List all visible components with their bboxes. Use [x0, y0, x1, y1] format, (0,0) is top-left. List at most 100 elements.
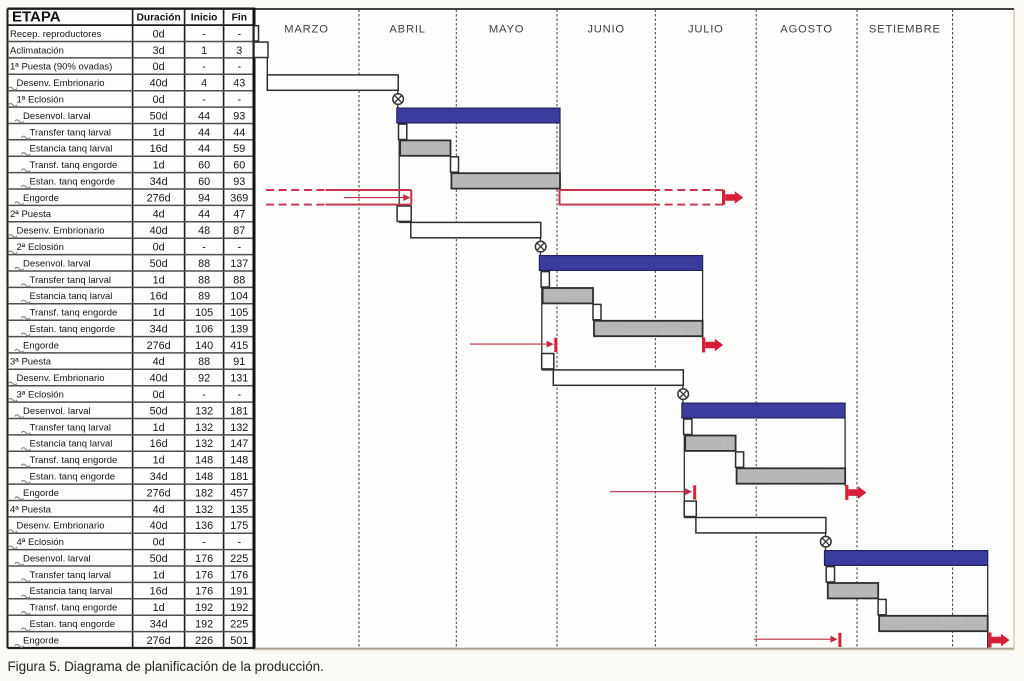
svg-text:0d: 0d — [153, 28, 165, 40]
svg-text:MAYO: MAYO — [489, 24, 524, 36]
svg-text:132: 132 — [195, 438, 213, 450]
svg-text:44: 44 — [198, 127, 210, 139]
svg-text:Transfer tanq larval: Transfer tanq larval — [30, 127, 112, 138]
svg-text:1ª Puesta (90% ovadas): 1ª Puesta (90% ovadas) — [10, 62, 112, 73]
svg-text:104: 104 — [230, 291, 248, 303]
svg-text:16d: 16d — [150, 291, 168, 303]
svg-text:-: - — [202, 389, 206, 401]
svg-text:-: - — [202, 242, 206, 254]
svg-text:132: 132 — [230, 422, 248, 434]
svg-text:93: 93 — [233, 110, 245, 122]
svg-text:Transfer tanq larval: Transfer tanq larval — [30, 422, 112, 433]
svg-text:1d: 1d — [153, 569, 165, 581]
svg-text:181: 181 — [230, 471, 248, 483]
svg-text:Desenvol. larval: Desenvol. larval — [23, 111, 91, 122]
svg-text:501: 501 — [230, 635, 248, 647]
svg-text:135: 135 — [230, 504, 248, 516]
svg-text:48: 48 — [198, 225, 210, 237]
svg-text:Estan. tanq engorde: Estan. tanq engorde — [30, 619, 116, 630]
svg-text:40d: 40d — [150, 78, 168, 90]
svg-text:0d: 0d — [153, 389, 165, 401]
svg-text:0d: 0d — [153, 242, 165, 254]
svg-text:192: 192 — [195, 602, 213, 614]
svg-text:92: 92 — [198, 373, 210, 385]
svg-text:-: - — [237, 537, 241, 549]
svg-text:JULIO: JULIO — [688, 24, 724, 36]
svg-text:Engorde: Engorde — [23, 488, 59, 499]
svg-text:276d: 276d — [147, 192, 171, 204]
svg-text:3d: 3d — [153, 45, 165, 57]
svg-text:Desenv. Embrionario: Desenv. Embrionario — [17, 226, 105, 237]
svg-text:34d: 34d — [150, 324, 168, 336]
svg-text:60: 60 — [198, 176, 210, 188]
svg-text:2ª Eclosión: 2ª Eclosión — [17, 242, 64, 253]
svg-text:59: 59 — [233, 143, 245, 155]
svg-text:147: 147 — [230, 438, 248, 450]
svg-text:Fin: Fin — [232, 12, 247, 23]
svg-text:176: 176 — [230, 569, 248, 581]
svg-text:-: - — [237, 94, 241, 106]
svg-text:34d: 34d — [150, 176, 168, 188]
svg-text:1d: 1d — [153, 455, 165, 467]
svg-text:192: 192 — [230, 602, 248, 614]
svg-text:88: 88 — [198, 258, 210, 270]
svg-text:-: - — [202, 537, 206, 549]
svg-text:0d: 0d — [153, 61, 165, 73]
svg-text:94: 94 — [198, 192, 210, 204]
svg-text:225: 225 — [230, 553, 248, 565]
svg-text:3: 3 — [236, 45, 242, 57]
svg-text:276d: 276d — [147, 487, 171, 499]
svg-text:Inicio: Inicio — [191, 12, 218, 23]
svg-text:JUNIO: JUNIO — [587, 24, 625, 36]
svg-text:1d: 1d — [153, 274, 165, 286]
svg-text:1d: 1d — [153, 127, 165, 139]
svg-text:1d: 1d — [153, 422, 165, 434]
svg-text:ETAPA: ETAPA — [12, 9, 61, 26]
svg-text:1d: 1d — [153, 602, 165, 614]
svg-text:4ª Puesta: 4ª Puesta — [10, 504, 52, 515]
svg-text:-: - — [237, 61, 241, 73]
svg-text:-: - — [237, 242, 241, 254]
svg-text:Aclimatación: Aclimatación — [10, 45, 64, 56]
svg-text:3ª Eclosión: 3ª Eclosión — [17, 390, 64, 401]
svg-text:4d: 4d — [153, 356, 165, 368]
svg-text:415: 415 — [230, 340, 248, 352]
svg-text:Duración: Duración — [137, 12, 181, 23]
svg-text:369: 369 — [230, 192, 248, 204]
svg-text:106: 106 — [195, 324, 213, 336]
svg-text:Estancia tanq larval: Estancia tanq larval — [30, 291, 113, 302]
svg-text:226: 226 — [195, 635, 213, 647]
svg-text:148: 148 — [195, 455, 213, 467]
svg-text:44: 44 — [198, 110, 210, 122]
svg-text:88: 88 — [198, 274, 210, 286]
svg-text:Transf. tanq engorde: Transf. tanq engorde — [30, 160, 118, 171]
svg-text:40d: 40d — [150, 520, 168, 532]
svg-text:Estancia tanq larval: Estancia tanq larval — [30, 144, 113, 155]
svg-text:148: 148 — [195, 471, 213, 483]
svg-text:192: 192 — [195, 619, 213, 631]
svg-text:ABRIL: ABRIL — [389, 24, 425, 36]
svg-text:132: 132 — [195, 504, 213, 516]
svg-text:Estan. tanq engorde: Estan. tanq engorde — [30, 324, 116, 335]
svg-text:4d: 4d — [153, 504, 165, 516]
svg-text:40d: 40d — [150, 373, 168, 385]
svg-text:87: 87 — [233, 225, 245, 237]
svg-text:47: 47 — [233, 209, 245, 221]
svg-text:131: 131 — [230, 373, 248, 385]
svg-text:88: 88 — [198, 356, 210, 368]
svg-text:1: 1 — [201, 45, 207, 57]
svg-text:91: 91 — [233, 356, 245, 368]
svg-text:44: 44 — [198, 143, 210, 155]
svg-text:2ª Puesta: 2ª Puesta — [10, 209, 52, 220]
svg-text:16d: 16d — [150, 143, 168, 155]
svg-text:-: - — [202, 28, 206, 40]
svg-text:136: 136 — [195, 520, 213, 532]
svg-text:1d: 1d — [153, 307, 165, 319]
svg-text:105: 105 — [195, 307, 213, 319]
svg-text:-: - — [202, 61, 206, 73]
svg-text:-: - — [237, 389, 241, 401]
svg-text:89: 89 — [198, 291, 210, 303]
svg-text:Desenvol. larval: Desenvol. larval — [23, 258, 91, 269]
svg-text:93: 93 — [233, 176, 245, 188]
svg-text:1ª Eclosión: 1ª Eclosión — [17, 95, 64, 106]
